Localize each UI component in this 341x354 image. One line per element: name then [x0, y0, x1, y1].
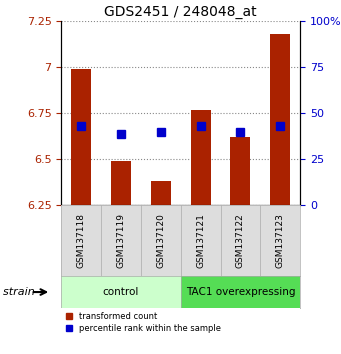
Text: GSM137123: GSM137123	[276, 213, 285, 268]
Bar	[151, 181, 171, 205]
Text: control: control	[103, 287, 139, 297]
Bar	[270, 34, 290, 205]
Bar	[231, 137, 250, 205]
Text: TAC1 overexpressing: TAC1 overexpressing	[186, 287, 295, 297]
Text: GSM137121: GSM137121	[196, 213, 205, 268]
Text: GSM137118: GSM137118	[77, 213, 86, 268]
Text: GSM137119: GSM137119	[117, 213, 125, 268]
Bar	[111, 161, 131, 205]
Text: GSM137122: GSM137122	[236, 213, 245, 268]
Title: GDS2451 / 248048_at: GDS2451 / 248048_at	[104, 5, 257, 19]
Legend: transformed count, percentile rank within the sample: transformed count, percentile rank withi…	[65, 312, 221, 333]
Bar	[191, 110, 211, 205]
Text: strain: strain	[3, 287, 39, 297]
Text: GSM137120: GSM137120	[156, 213, 165, 268]
Bar	[71, 69, 91, 205]
